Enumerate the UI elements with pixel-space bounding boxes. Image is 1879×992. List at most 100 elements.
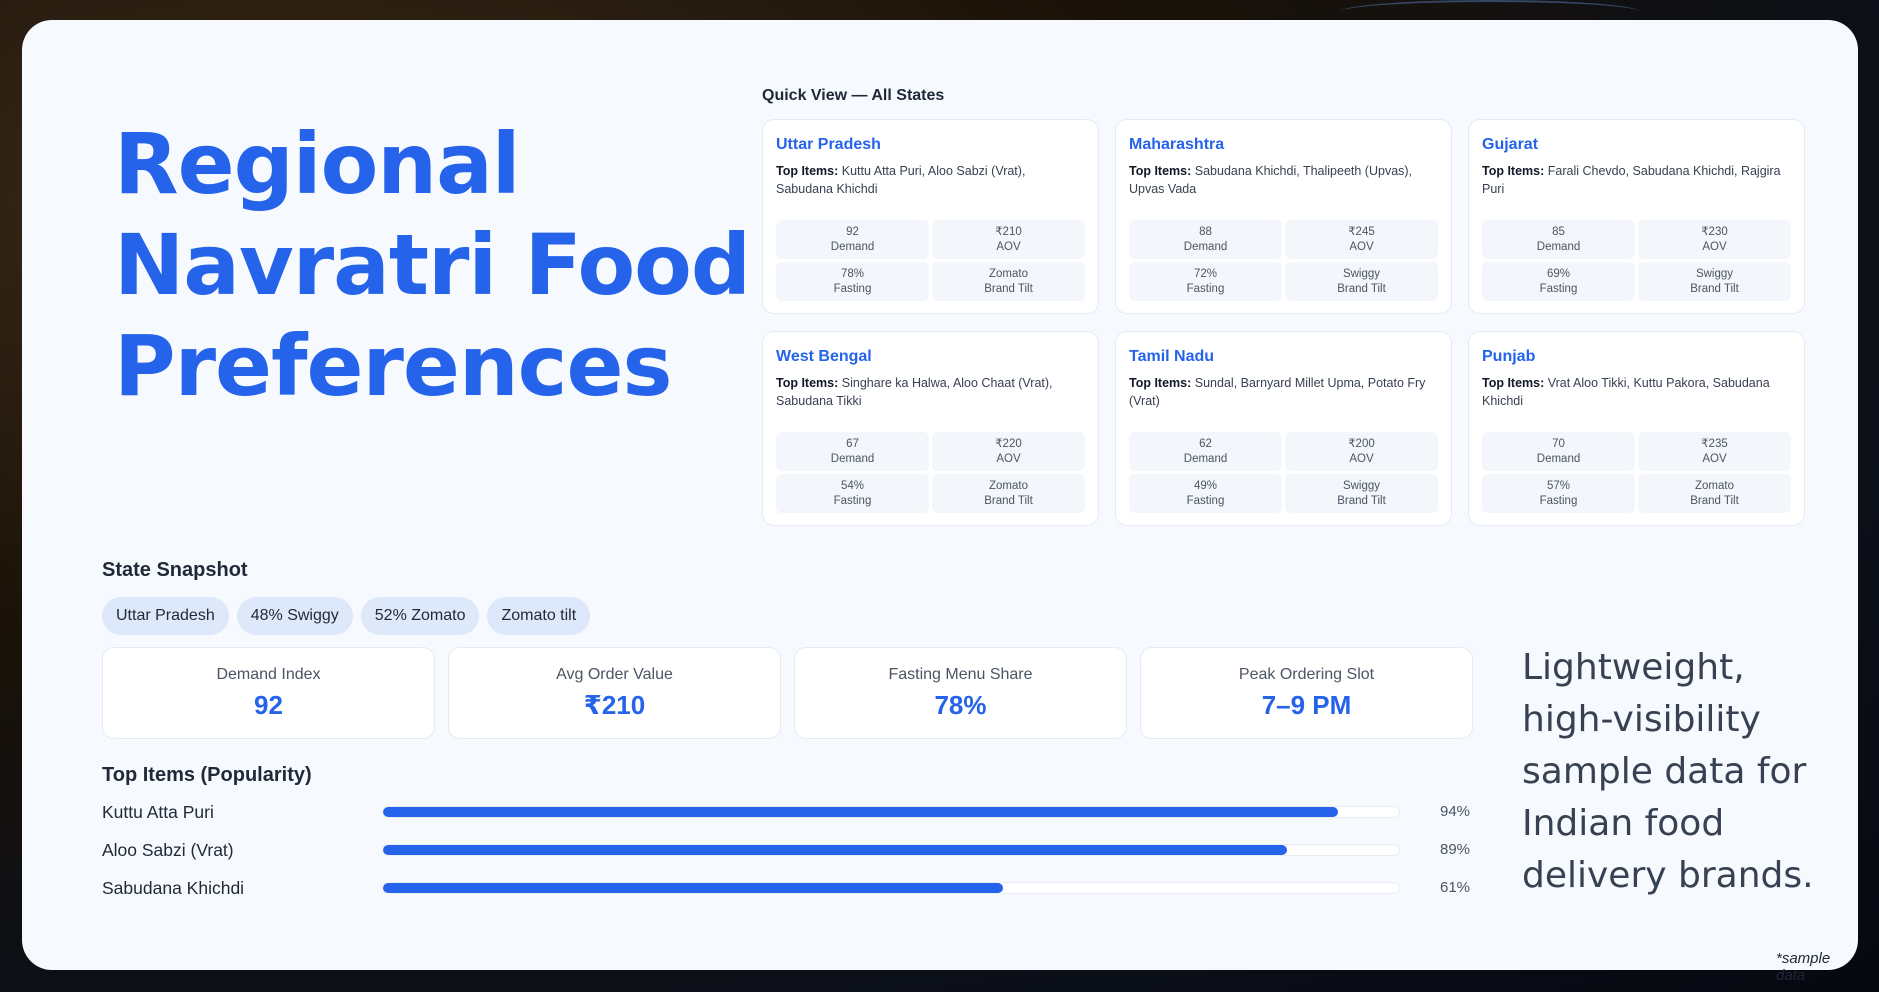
top-items-label: Top Items:: [1482, 376, 1545, 390]
metric-label: AOV: [1349, 453, 1374, 465]
metric-label: Demand: [1536, 241, 1581, 253]
main-card: Regional Navratri Food Preferences Quick…: [22, 20, 1858, 984]
chip-zomato-share[interactable]: 52% Zomato: [360, 597, 480, 635]
metric-label: Demand: [1183, 453, 1228, 465]
metric-demand: 70 Demand: [1482, 432, 1635, 471]
state-metrics: 70 Demand ₹235 AOV 57% Fasting Zomato Brand Til…: [1482, 432, 1791, 513]
metric-value: ₹200: [1348, 438, 1375, 450]
chip-swiggy-share[interactable]: 48% Swiggy: [236, 597, 353, 635]
kpi-value: 7–9 PM: [1261, 690, 1352, 720]
kpi-value: ₹210: [583, 690, 646, 720]
state-metrics: 67 Demand ₹220 AOV 54% Fasting Zomato Brand Til…: [776, 432, 1085, 513]
bar-track: [382, 806, 1400, 818]
metric-aov: ₹230 AOV: [1638, 220, 1791, 259]
kpi-peak-ordering-slot: Peak Ordering Slot 7–9 PM: [1140, 647, 1473, 739]
metric-fasting: 57% Fasting: [1482, 474, 1635, 513]
metric-label: Fasting: [1186, 283, 1225, 295]
state-grid: Uttar Pradesh Top Items: Kuttu Atta Puri,…: [762, 119, 1805, 526]
metric-value: ₹230: [1701, 226, 1728, 238]
bar-label: Sabudana Khichdi: [102, 878, 245, 898]
metric-label: AOV: [1702, 453, 1727, 465]
metric-brand-tilt: Swiggy Brand Tilt: [1638, 262, 1791, 301]
state-top-items: Top Items: Farali Chevdo, Sabudana Khich…: [1482, 162, 1791, 200]
tagline: Lightweight, high-visibility sample data…: [1522, 647, 1814, 896]
metric-demand: 67 Demand: [776, 432, 929, 471]
bar-fill: [383, 883, 1003, 893]
metric-fasting: 78% Fasting: [776, 262, 929, 301]
state-metrics: 85 Demand ₹230 AOV 69% Fasting Swiggy Brand Til…: [1482, 220, 1791, 301]
state-card[interactable]: Gujarat Top Items: Farali Chevdo, Sabudan…: [1468, 119, 1805, 314]
metric-value: ₹220: [995, 438, 1022, 450]
metric-value: ₹235: [1701, 438, 1728, 450]
bar-row: Aloo Sabzi (Vrat) 89%: [102, 838, 1474, 876]
bar-fill: [383, 845, 1288, 855]
kpi-label: Peak Ordering Slot: [1238, 666, 1375, 683]
bar-percent: 89%: [1440, 841, 1471, 858]
state-top-items: Top Items: Sundal, Barnyard Millet Upma,…: [1129, 374, 1438, 412]
chip-state[interactable]: Uttar Pradesh: [102, 597, 229, 635]
metric-label: Fasting: [833, 495, 872, 507]
metric-brand-tilt: Swiggy Brand Tilt: [1285, 262, 1438, 301]
top-items-text: Vrat Aloo Tikki, Kuttu Pakora, Sabudana …: [1482, 376, 1770, 408]
metric-demand: 88 Demand: [1129, 220, 1282, 259]
metric-aov: ₹200 AOV: [1285, 432, 1438, 471]
bar-label: Aloo Sabzi (Vrat): [102, 840, 234, 860]
metric-demand: 85 Demand: [1482, 220, 1635, 259]
footnote: *sample data: [1776, 950, 1831, 984]
metric-value: 70: [1552, 438, 1565, 450]
metric-brand-tilt: Swiggy Brand Tilt: [1285, 474, 1438, 513]
state-card[interactable]: Tamil Nadu Top Items: Sundal, Barnyard Mi…: [1115, 331, 1452, 526]
state-name: Uttar Pradesh: [776, 136, 881, 153]
top-items-label: Top Items:: [776, 376, 839, 390]
top-items-text: Sundal, Barnyard Millet Upma, Potato Fry…: [1129, 376, 1426, 408]
state-card[interactable]: West Bengal Top Items: Singhare ka Halwa,…: [762, 331, 1099, 526]
metric-value: 62: [1199, 438, 1212, 450]
metric-label: Demand: [830, 453, 875, 465]
metric-demand: 92 Demand: [776, 220, 929, 259]
bar-track: [382, 882, 1400, 894]
metric-value: Swiggy: [1342, 268, 1381, 280]
bar-row: Kuttu Atta Puri 94%: [102, 800, 1474, 838]
metric-value: Zomato: [989, 268, 1028, 280]
metric-fasting: 72% Fasting: [1129, 262, 1282, 301]
bar-percent: 94%: [1440, 803, 1471, 820]
state-name: Tamil Nadu: [1129, 348, 1215, 365]
background-glow: [1340, 0, 1640, 24]
kpi-label: Demand Index: [216, 666, 321, 683]
page-title: Regional Navratri Food Preferences: [114, 115, 751, 415]
state-card[interactable]: Maharashtra Top Items: Sabudana Khichdi, …: [1115, 119, 1452, 314]
state-card[interactable]: Uttar Pradesh Top Items: Kuttu Atta Puri,…: [762, 119, 1099, 314]
metric-label: Fasting: [833, 283, 872, 295]
metric-value: Zomato: [989, 480, 1028, 492]
kpi-avg-order-value: Avg Order Value ₹210: [448, 647, 781, 739]
metric-aov: ₹245 AOV: [1285, 220, 1438, 259]
state-top-items: Top Items: Singhare ka Halwa, Aloo Chaat…: [776, 374, 1085, 412]
metric-demand: 62 Demand: [1129, 432, 1282, 471]
metric-value: 57%: [1546, 480, 1571, 492]
metric-brand-tilt: Zomato Brand Tilt: [932, 262, 1085, 301]
metric-fasting: 49% Fasting: [1129, 474, 1282, 513]
metric-value: Swiggy: [1342, 480, 1381, 492]
metric-value: 85: [1552, 226, 1565, 238]
kpi-value: 92: [254, 690, 283, 720]
metric-label: Brand Tilt: [1690, 495, 1739, 507]
metric-label: AOV: [1349, 241, 1374, 253]
state-card[interactable]: Punjab Top Items: Vrat Aloo Tikki, Kuttu …: [1468, 331, 1805, 526]
bar-track: [382, 844, 1400, 856]
state-top-items: Top Items: Sabudana Khichdi, Thalipeeth …: [1129, 162, 1438, 200]
chip-brand-tilt[interactable]: Zomato tilt: [487, 597, 591, 635]
top-items-label: Top Items:: [1482, 164, 1545, 178]
metric-label: Demand: [1536, 453, 1581, 465]
top-items-text: Singhare ka Halwa, Aloo Chaat (Vrat), Sa…: [776, 376, 1053, 408]
metric-value: 72%: [1193, 268, 1218, 280]
top-items-text: Farali Chevdo, Sabudana Khichdi, Rajgira…: [1482, 164, 1781, 196]
state-name: West Bengal: [776, 348, 872, 365]
snapshot-chips: Uttar Pradesh 48% Swiggy 52% Zomato Zoma…: [102, 597, 591, 635]
kpi-demand-index: Demand Index 92: [102, 647, 435, 739]
top-items-text: Sabudana Khichdi, Thalipeeth (Upvas), Up…: [1129, 164, 1413, 196]
metric-fasting: 54% Fasting: [776, 474, 929, 513]
metric-brand-tilt: Zomato Brand Tilt: [932, 474, 1085, 513]
metric-value: 78%: [840, 268, 865, 280]
top-items-text: Kuttu Atta Puri, Aloo Sabzi (Vrat), Sabu…: [776, 164, 1026, 196]
metric-value: 49%: [1193, 480, 1218, 492]
